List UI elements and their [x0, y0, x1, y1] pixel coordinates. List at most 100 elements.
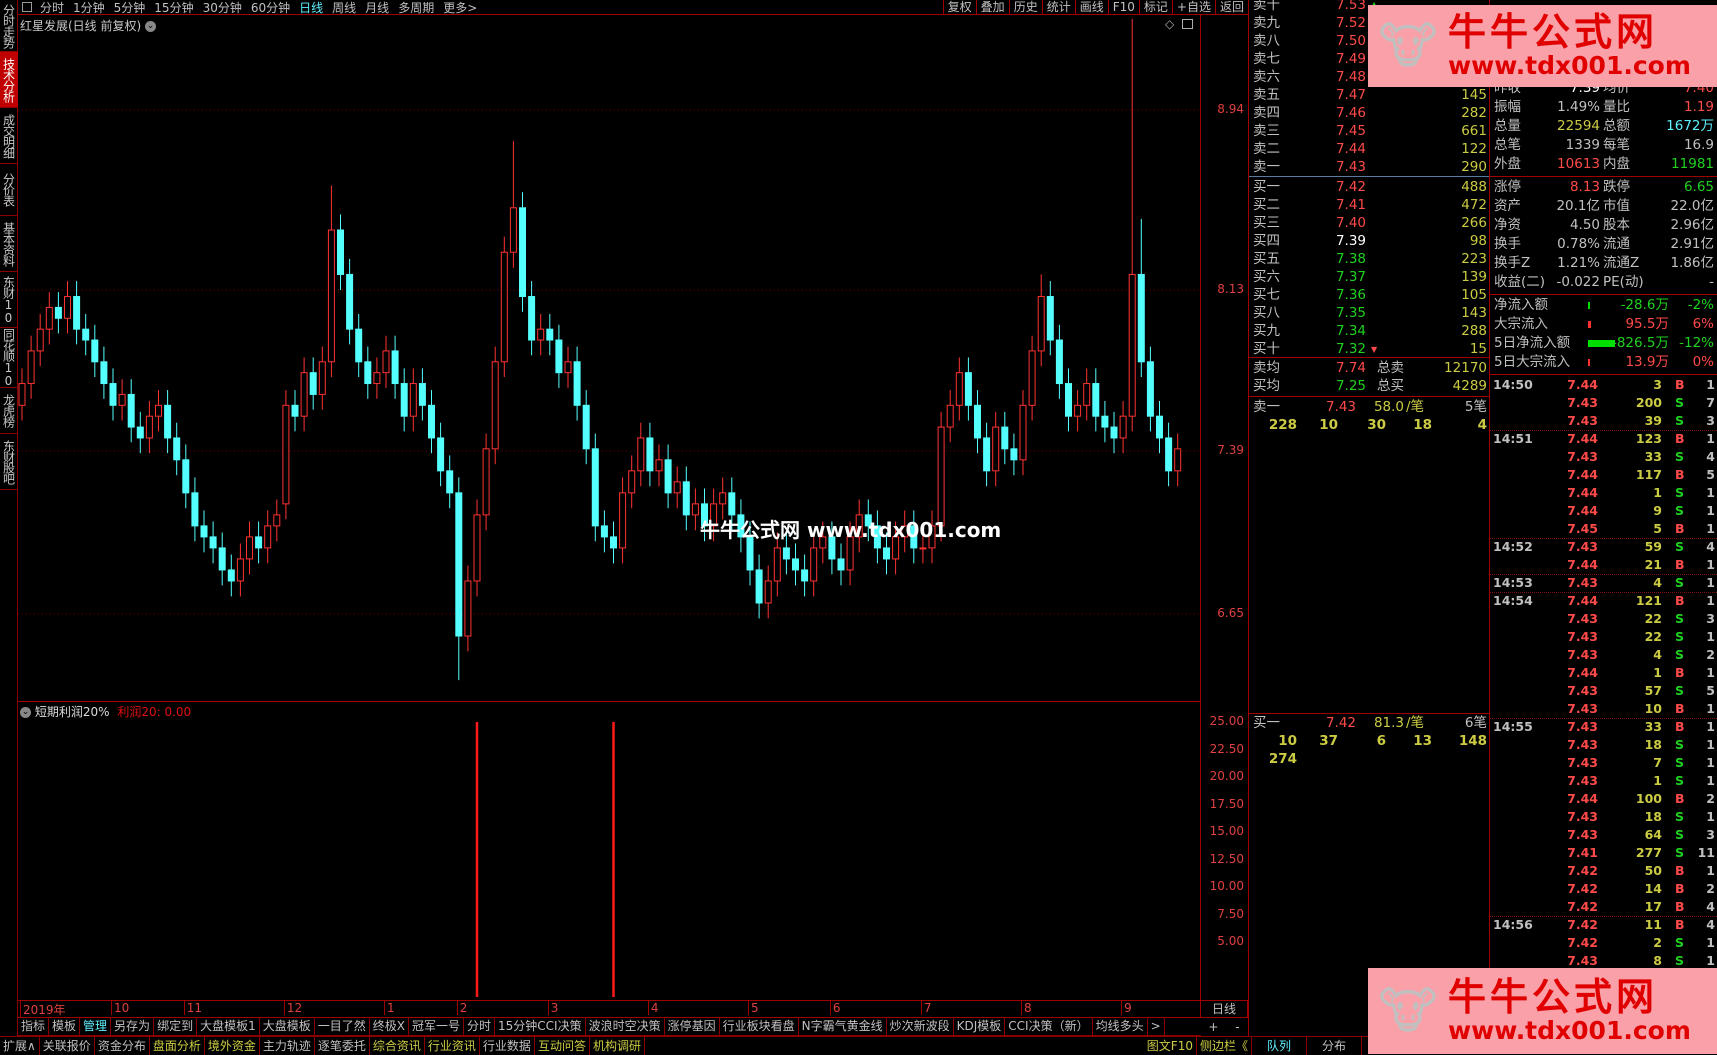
- template-button[interactable]: 冠军一号: [409, 1017, 464, 1035]
- template-button[interactable]: 波浪时空决策: [586, 1017, 665, 1035]
- f10-button[interactable]: 图文F10: [1144, 1036, 1197, 1055]
- orderbook-row[interactable]: 买一 7.42 81.3/笔 6笔: [1249, 714, 1491, 732]
- template-button[interactable]: 模板: [49, 1017, 81, 1035]
- template-button[interactable]: 管理: [80, 1017, 112, 1035]
- template-button[interactable]: 终极X: [370, 1017, 409, 1035]
- bottom-tab[interactable]: 行业数据: [480, 1036, 535, 1055]
- bottom-tab[interactable]: 综合资讯: [370, 1036, 425, 1055]
- template-button[interactable]: 行业板块看盘: [720, 1017, 799, 1035]
- tick-side: B: [1675, 593, 1685, 608]
- period-tab[interactable]: 多周期: [398, 0, 435, 15]
- chevron-down-icon[interactable]: ⌄: [20, 707, 31, 718]
- template-button[interactable]: 绑定到: [154, 1017, 198, 1035]
- toolbar-button[interactable]: 叠加: [975, 0, 1009, 15]
- toolbar-button[interactable]: 画线: [1074, 0, 1108, 15]
- template-button[interactable]: 指标: [18, 1017, 50, 1035]
- period-tab[interactable]: 60分钟: [250, 0, 291, 15]
- orderbook-row[interactable]: 买八 7.35 143: [1249, 304, 1491, 322]
- orderbook-row[interactable]: 买四 7.39 98: [1249, 232, 1491, 250]
- template-button[interactable]: 分时: [464, 1017, 496, 1035]
- orderbook-row[interactable]: 卖二 7.44 122: [1249, 140, 1491, 158]
- orderbook-row[interactable]: 卖七 7.49: [1249, 50, 1491, 68]
- template-button[interactable]: 大盘模板1: [197, 1017, 260, 1035]
- orderbook-row[interactable]: 卖一 7.43 58.0/笔 5笔: [1249, 398, 1491, 416]
- layout-toggle-icon[interactable]: [1182, 19, 1193, 29]
- queue-tab[interactable]: 队列: [1252, 1036, 1307, 1055]
- toolbar-button[interactable]: 历史: [1008, 0, 1042, 15]
- orderbook-row[interactable]: 卖五 7.47 145: [1249, 86, 1491, 104]
- bottom-tab[interactable]: 境外资金: [205, 1036, 260, 1055]
- orderbook-row[interactable]: 买九 7.34 288: [1249, 322, 1491, 340]
- sidebar-toggle-button[interactable]: 侧边栏《: [1197, 1036, 1252, 1055]
- bottom-tab[interactable]: 盘面分析: [150, 1036, 205, 1055]
- period-tab[interactable]: 1分钟: [73, 0, 105, 15]
- template-button[interactable]: KDJ模板: [954, 1017, 1006, 1035]
- sidebar-tab[interactable]: 同花顺10: [0, 328, 18, 388]
- toolbar-button[interactable]: 统计: [1041, 0, 1075, 15]
- orderbook-row[interactable]: 卖八 7.50: [1249, 32, 1491, 50]
- zoom-in-button[interactable]: +: [1208, 1019, 1219, 1034]
- sidebar-tab[interactable]: 技术分析: [0, 52, 18, 108]
- bottom-tab[interactable]: 扩展∧: [0, 1036, 40, 1055]
- diamond-icon[interactable]: ◇: [1165, 17, 1175, 31]
- panel-toggle-icon[interactable]: [22, 2, 32, 12]
- orderbook-row[interactable]: 买均 7.25 总买 4289: [1249, 377, 1491, 395]
- period-tab[interactable]: 更多>: [443, 0, 478, 15]
- orderbook-row[interactable]: 买五 7.38 223: [1249, 250, 1491, 268]
- bottom-tab[interactable]: 主力轨迹: [260, 1036, 315, 1055]
- toolbar-button[interactable]: F10: [1107, 0, 1139, 15]
- period-tab[interactable]: 30分钟: [202, 0, 242, 15]
- orderbook-row[interactable]: 卖十 7.53: [1249, 0, 1491, 14]
- orderbook-row[interactable]: 卖六 7.48: [1249, 68, 1491, 86]
- sidebar-tab[interactable]: 基本资料: [0, 216, 18, 272]
- template-button[interactable]: CCI决策（新）: [1005, 1017, 1093, 1035]
- distribution-tab[interactable]: 分布: [1307, 1036, 1362, 1055]
- template-button[interactable]: 大盘模板: [260, 1017, 315, 1035]
- period-tab[interactable]: 5分钟: [113, 0, 146, 15]
- orderbook-row[interactable]: 卖四 7.46 282: [1249, 104, 1491, 122]
- toolbar-button[interactable]: +自选: [1171, 0, 1215, 15]
- bottom-tab[interactable]: 逐笔委托: [315, 1036, 370, 1055]
- orderbook-row[interactable]: 卖均 7.74 总卖 12170: [1249, 359, 1491, 377]
- template-button[interactable]: >: [1148, 1017, 1165, 1035]
- toolbar-button[interactable]: 标记: [1138, 0, 1172, 15]
- orderbook-row[interactable]: 买六 7.37 139: [1249, 268, 1491, 286]
- sidebar-tab[interactable]: 龙虎榜: [0, 388, 18, 434]
- orderbook-row[interactable]: 卖九 7.52: [1249, 14, 1491, 32]
- bottom-tab[interactable]: 机构调研: [590, 1036, 645, 1055]
- period-tab[interactable]: 月线: [365, 0, 390, 15]
- template-button[interactable]: 炒次新波段: [887, 1017, 954, 1035]
- template-button[interactable]: 15分钟CCI决策: [495, 1017, 586, 1035]
- period-tab[interactable]: 日线: [299, 0, 324, 15]
- orderbook-row[interactable]: 买二 7.41 472: [1249, 196, 1491, 214]
- indicator-chart[interactable]: [18, 701, 1200, 1000]
- template-button[interactable]: N字霸气黄金线: [799, 1017, 887, 1035]
- zoom-out-button[interactable]: -: [1235, 1019, 1240, 1034]
- period-tab[interactable]: 15分钟: [154, 0, 194, 15]
- orderbook-row[interactable]: 买一 7.42 488: [1249, 178, 1491, 196]
- template-button[interactable]: 涨停基因: [665, 1017, 720, 1035]
- template-button[interactable]: 一目了然: [315, 1017, 370, 1035]
- sidebar-tab[interactable]: 分价表: [0, 164, 18, 216]
- sidebar-tab[interactable]: 东财股吧: [0, 434, 18, 490]
- sidebar-tab[interactable]: 东财10: [0, 272, 18, 328]
- orderbook-row[interactable]: 买十 7.32 15: [1249, 340, 1491, 358]
- orderbook-row[interactable]: 买七 7.36 105: [1249, 286, 1491, 304]
- period-tab[interactable]: 分时: [40, 0, 65, 15]
- chevron-down-icon[interactable]: ⌄: [145, 21, 157, 32]
- orderbook-row[interactable]: 卖一 7.43 290: [1249, 158, 1491, 176]
- bottom-tab[interactable]: 互动问答: [535, 1036, 590, 1055]
- period-tab[interactable]: 周线: [332, 0, 357, 15]
- toolbar-button[interactable]: 返回: [1214, 0, 1248, 15]
- bottom-tab[interactable]: 关联报价: [40, 1036, 95, 1055]
- bottom-tab[interactable]: 资金分布: [95, 1036, 150, 1055]
- template-button[interactable]: 均线多头: [1093, 1017, 1148, 1035]
- orderbook-row[interactable]: 买三 7.40 266: [1249, 214, 1491, 232]
- toolbar-button[interactable]: 复权: [942, 0, 976, 15]
- candlestick-chart[interactable]: [18, 15, 1200, 701]
- bottom-tab[interactable]: 行业资讯: [425, 1036, 480, 1055]
- orderbook-row[interactable]: 卖三 7.45 661: [1249, 122, 1491, 140]
- sidebar-tab[interactable]: 成交明细: [0, 108, 18, 164]
- template-button[interactable]: 另存为: [111, 1017, 155, 1035]
- sidebar-tab[interactable]: 分时走势: [0, 0, 18, 52]
